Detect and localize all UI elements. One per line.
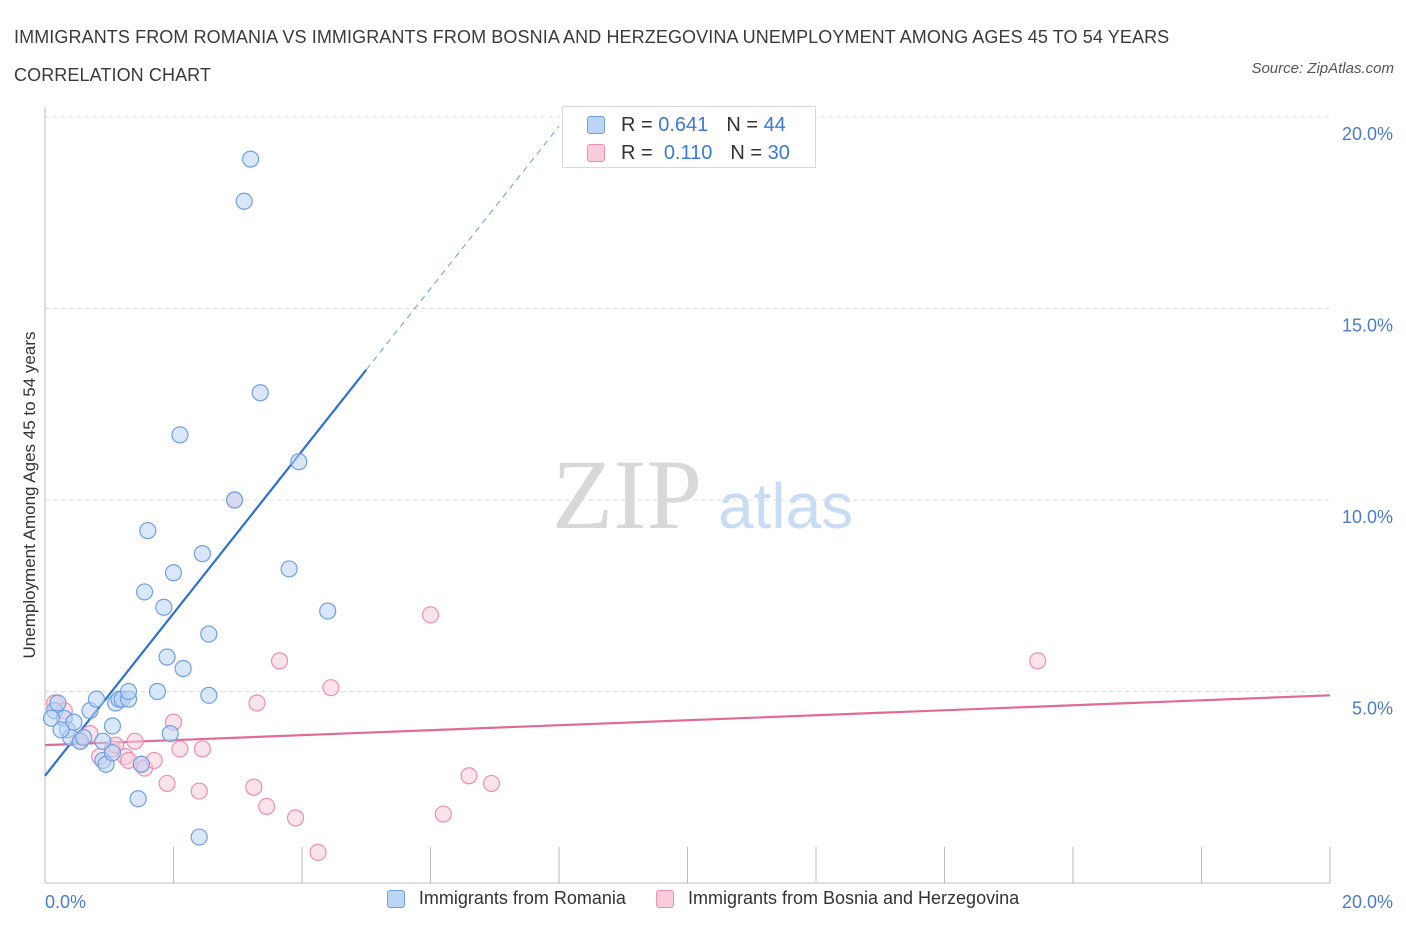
romania-point [200, 625, 218, 643]
bosnia-point [126, 732, 144, 750]
romania-point [129, 790, 147, 808]
romania-point [290, 453, 308, 471]
bosnia-point [258, 797, 276, 816]
bosnia-point [245, 778, 263, 796]
romania-point [242, 150, 260, 168]
romania-point [251, 384, 269, 402]
romania-point [164, 564, 183, 582]
y-tick-label: 15.0% [1342, 316, 1393, 336]
romania-point [94, 732, 112, 750]
n-value: 30 [767, 141, 790, 164]
romania-point [225, 491, 244, 509]
bosnia-point [286, 809, 305, 827]
legend-label: Immigrants from Romania [418, 888, 626, 908]
bosnia-point [171, 740, 189, 758]
axes [44, 107, 1331, 884]
romania-point [280, 560, 298, 578]
romania-point [119, 682, 138, 701]
correlation-legend: R = 0.641 N = 44 R = 0.110 N = 30 [562, 106, 816, 168]
r-value: 0.110 [663, 141, 713, 164]
legend-row-romania: R = 0.641 N = 44 [587, 112, 786, 138]
r-label: R = [621, 141, 653, 164]
romania-point [235, 192, 253, 210]
romania-trend-line [44, 369, 368, 777]
tick-labels: 5.0% 10.0% 15.0% 20.0% 0.0% 20.0% [45, 124, 1393, 912]
legend-item-romania[interactable]: Immigrants from Romania [386, 888, 626, 909]
bosnia-point [1029, 652, 1047, 670]
n-label: N = [726, 113, 758, 136]
bosnia-swatch [587, 144, 605, 162]
romania-point [200, 686, 218, 704]
y-tick-label: 10.0% [1342, 507, 1393, 527]
x-tick-label: 0.0% [45, 892, 86, 912]
romania-point [52, 721, 70, 739]
r-value: 0.641 [658, 113, 709, 136]
romania-point [319, 602, 337, 620]
bosnia-point [434, 805, 452, 823]
bosnia-swatch [655, 889, 674, 908]
bosnia-point [190, 782, 208, 800]
bosnia-point [421, 606, 440, 624]
n-label: N = [730, 141, 763, 164]
series-legend: Immigrants from Romania Immigrants from … [0, 888, 1406, 909]
bosnia-point [482, 774, 501, 793]
romania-point [174, 659, 192, 678]
romania-point [158, 648, 176, 666]
romania-swatch [587, 116, 605, 134]
romania-point [193, 545, 212, 563]
watermark-zip: ZIP [552, 439, 702, 550]
romania-point [190, 828, 208, 846]
bosnia-trend-line [44, 694, 1331, 747]
y-tick-label: 20.0% [1342, 124, 1393, 144]
romania-point [49, 694, 67, 712]
bosnia-point [309, 843, 327, 861]
x-tick-label: 20.0% [1342, 892, 1393, 912]
romania-point [132, 755, 150, 773]
romania-point [139, 522, 157, 540]
legend-label: Immigrants from Bosnia and Herzegovina [687, 888, 1020, 908]
y-tick-label: 5.0% [1352, 699, 1393, 719]
legend-item-bosnia[interactable]: Immigrants from Bosnia and Herzegovina [655, 888, 1020, 909]
romania-point [74, 728, 93, 747]
bosnia-point [248, 694, 266, 712]
romania-point [155, 598, 173, 616]
romania-trend-extension [365, 125, 560, 371]
romania-point [42, 709, 61, 727]
r-label: R = [621, 113, 653, 136]
watermark-atlas: atlas [718, 470, 853, 542]
trend-lines [44, 125, 1331, 777]
chart-title: IMMIGRANTS FROM ROMANIA VS IMMIGRANTS FR… [14, 27, 1170, 85]
romania-point [135, 583, 154, 601]
romania-point [87, 690, 106, 708]
bosnia-point [322, 679, 340, 697]
n-value: 44 [763, 113, 786, 136]
romania-swatch [386, 889, 405, 908]
bosnia-point [460, 767, 478, 785]
bosnia-point [270, 652, 289, 670]
bosnia-point [193, 740, 212, 758]
bosnia-point [158, 774, 176, 793]
romania-point [103, 744, 122, 762]
romania-point [171, 426, 189, 444]
romania-point [161, 725, 179, 743]
data-points [42, 150, 1047, 861]
romania-point [148, 682, 167, 701]
romania-point [65, 713, 83, 731]
source-note: Source: ZipAtlas.com [1251, 60, 1394, 77]
legend-row-bosnia: R = 0.110 N = 30 [587, 140, 790, 166]
romania-point [103, 717, 122, 735]
